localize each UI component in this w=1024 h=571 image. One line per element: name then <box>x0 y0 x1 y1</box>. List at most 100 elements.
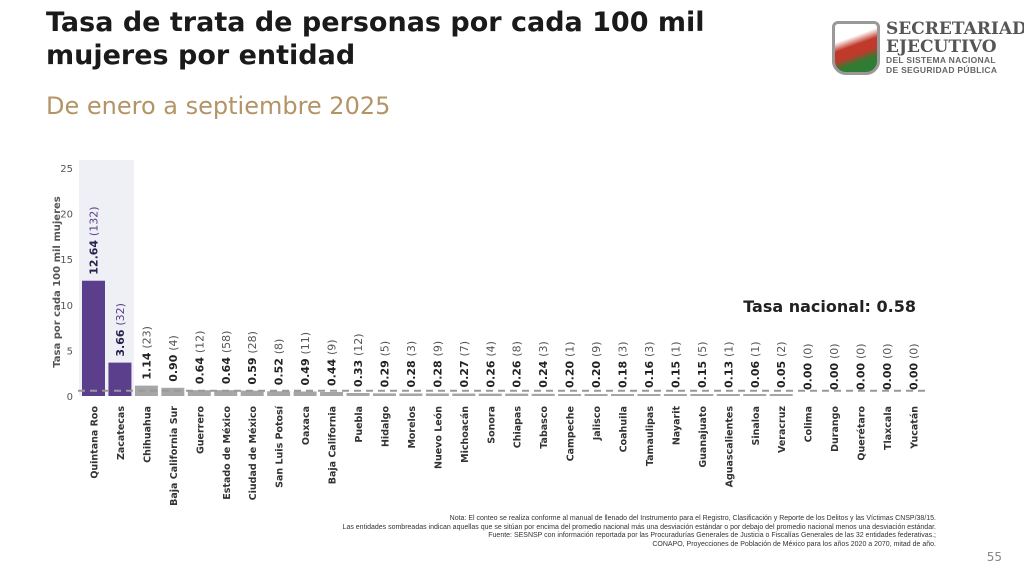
note-3: Fuente: SESNSP con información reportada… <box>488 532 936 539</box>
data-label: 0.00 (0) <box>881 343 894 390</box>
x-tick-label: Ciudad de México <box>248 406 259 501</box>
bar <box>637 394 661 396</box>
bar <box>240 390 264 396</box>
x-tick-label: Campeche <box>566 406 577 461</box>
shield-icon <box>832 20 880 75</box>
data-label: 12.64 (132) <box>88 207 101 275</box>
bar <box>716 394 740 396</box>
note-4: CONAPO, Proyecciones de Población de Méx… <box>652 540 936 548</box>
x-tick-label: Coahuila <box>619 406 630 452</box>
data-label: 0.28 (3) <box>405 341 418 388</box>
bar <box>372 393 396 396</box>
x-tick-label: Estado de México <box>222 406 233 500</box>
bar <box>214 390 238 396</box>
bar <box>531 393 555 396</box>
data-label: 0.16 (3) <box>643 341 656 388</box>
bar <box>558 394 582 396</box>
bar <box>425 393 449 396</box>
data-label: 0.29 (5) <box>378 341 391 388</box>
bar <box>769 394 793 396</box>
bar <box>346 392 370 396</box>
data-label: 0.49 (11) <box>299 332 312 386</box>
x-tick-label: Oaxaca <box>301 406 312 445</box>
bar <box>108 362 132 396</box>
data-label: 1.14 (23) <box>140 326 153 380</box>
x-tick-label: Quintana Roo <box>90 406 101 479</box>
y-tick-label: 10 <box>60 301 73 312</box>
bar <box>478 393 502 396</box>
x-tick-label: Guanajuato <box>698 406 709 468</box>
data-label: 0.06 (1) <box>749 341 762 388</box>
x-tick-label: Durango <box>830 406 841 452</box>
x-tick-label: Veracruz <box>777 406 788 453</box>
x-tick-label: Zacatecas <box>116 406 127 460</box>
data-label: 0.26 (4) <box>484 341 497 388</box>
x-tick-label: Puebla <box>354 406 365 443</box>
bar <box>452 393 476 396</box>
x-tick-label: Querétaro <box>857 406 868 461</box>
data-label: 0.90 (4) <box>167 335 180 382</box>
logo-line2: EJECUTIVO <box>886 37 997 57</box>
x-tick-label: San Luis Potosí <box>275 405 286 488</box>
data-label: 0.20 (9) <box>590 341 603 388</box>
x-tick-label: Morelos <box>407 406 418 449</box>
data-label: 3.66 (32) <box>114 303 127 357</box>
data-label: 0.00 (0) <box>855 343 868 390</box>
data-label: 0.26 (8) <box>511 341 524 388</box>
bar <box>320 391 344 396</box>
bar <box>399 393 423 396</box>
data-label: 0.28 (9) <box>431 341 444 388</box>
y-tick-label: 5 <box>67 346 73 357</box>
note-1: Nota: El conteo se realiza conforme al m… <box>449 515 936 522</box>
data-label: 0.64 (58) <box>220 331 233 385</box>
data-label: 0.00 (0) <box>907 343 920 390</box>
x-tick-label: Sonora <box>486 406 497 444</box>
bar <box>505 393 529 396</box>
national-rate-label: Tasa nacional: 0.58 <box>743 297 916 316</box>
note-2: Las entidades sombreadas indican aquella… <box>342 523 936 531</box>
bar <box>611 394 634 396</box>
bar <box>584 394 608 396</box>
x-tick-label: Guerrero <box>195 406 206 455</box>
x-tick-label: Colima <box>804 406 815 442</box>
page-number: 55 <box>986 550 1002 564</box>
data-label: 0.27 (7) <box>458 341 471 388</box>
logo: SECRETARIADO EJECUTIVO DEL SISTEMA NACIO… <box>832 20 1024 75</box>
bar <box>690 394 714 396</box>
data-label: 0.44 (9) <box>326 339 339 386</box>
x-tick-label: Chiapas <box>513 406 524 449</box>
x-tick-label: Yucatán <box>909 406 920 450</box>
bar <box>663 394 687 396</box>
x-tick-label: Tlaxcala <box>883 406 894 450</box>
y-tick-label: 15 <box>60 255 73 266</box>
x-tick-label: Aguascalientes <box>724 406 735 488</box>
x-tick-label: Michoacán <box>460 406 471 463</box>
bar <box>187 390 211 396</box>
data-label: 0.00 (0) <box>828 343 841 390</box>
bar <box>161 387 185 396</box>
data-label: 0.15 (5) <box>696 341 709 388</box>
page-subtitle: De enero a septiembre 2025 <box>46 92 391 120</box>
footnotes: Nota: El conteo se realiza conforme al m… <box>343 515 936 549</box>
bar <box>743 394 767 396</box>
x-tick-label: Hidalgo <box>380 406 391 447</box>
logo-line3: DEL SISTEMA NACIONAL <box>886 55 996 65</box>
x-tick-label: Baja California <box>328 406 339 484</box>
data-label: 0.00 (0) <box>802 343 815 390</box>
x-tick-label: Tabasco <box>539 406 550 449</box>
logo-line4: DE SEGURIDAD PÚBLICA <box>886 64 998 75</box>
bar <box>134 385 158 396</box>
bar <box>82 280 105 396</box>
x-tick-label: Baja California Sur <box>169 406 180 506</box>
y-tick-label: 25 <box>60 164 73 175</box>
data-label: 0.13 (1) <box>722 341 735 388</box>
data-label: 0.64 (12) <box>193 331 206 385</box>
logo-line1: SECRETARIADO <box>886 19 1024 39</box>
y-tick-label: 20 <box>60 210 73 221</box>
x-tick-label: Nuevo León <box>433 406 444 469</box>
data-label: 0.05 (2) <box>775 341 788 388</box>
x-tick-label: Sinaloa <box>751 406 762 445</box>
data-label: 0.59 (28) <box>246 331 259 385</box>
data-label: 0.52 (8) <box>273 339 286 386</box>
data-label: 0.33 (12) <box>352 333 365 387</box>
